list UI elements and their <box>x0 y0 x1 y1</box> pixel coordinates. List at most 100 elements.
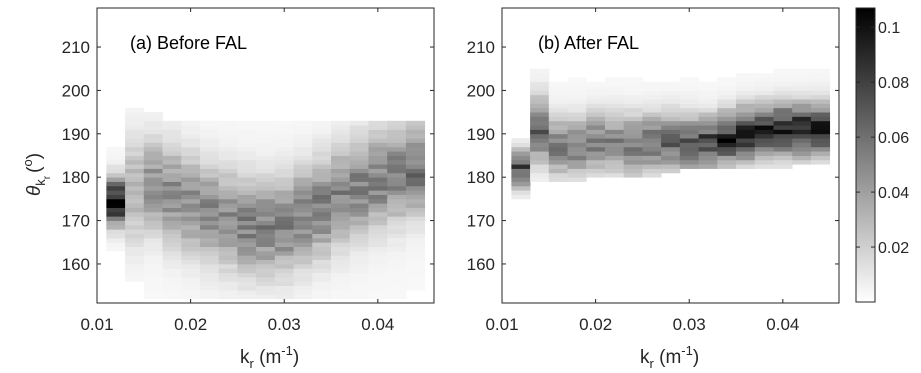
heatmap-cell <box>368 272 388 278</box>
heatmap-cell <box>586 107 606 113</box>
heatmap-cell <box>604 120 625 126</box>
heatmap-cell <box>106 164 126 169</box>
heatmap-cell <box>274 190 294 195</box>
heatmap-cell <box>642 103 662 109</box>
heatmap-cell <box>604 116 625 122</box>
heatmap-cell <box>511 181 531 187</box>
heatmap-cell <box>237 151 257 156</box>
heatmap-cell <box>530 129 550 135</box>
heatmap-cell <box>754 151 774 156</box>
heatmap-cell <box>736 151 756 156</box>
heatmap-cell <box>773 133 793 139</box>
heatmap-cell <box>736 142 756 148</box>
heatmap-cell <box>810 103 831 109</box>
heatmap-cell <box>792 81 812 87</box>
heatmap-cell <box>623 116 643 122</box>
heatmap-cell <box>387 268 407 274</box>
heatmap-cell <box>754 133 774 139</box>
heatmap-cell <box>642 107 662 113</box>
heatmap-cell <box>349 155 369 161</box>
heatmap-cell <box>387 294 407 300</box>
heatmap-cell <box>567 90 587 96</box>
heatmap-cell <box>256 285 276 291</box>
heatmap-cell <box>274 133 294 139</box>
heatmap-cell <box>162 237 182 243</box>
heatmap-cell <box>312 185 332 191</box>
heatmap-cell <box>548 151 568 156</box>
heatmap-cell <box>125 133 145 139</box>
heatmap-cell <box>256 172 276 178</box>
heatmap-cell <box>604 151 625 156</box>
heatmap-cell <box>237 268 257 274</box>
heatmap-cell <box>717 103 737 109</box>
heatmap-cell <box>312 233 332 239</box>
heatmap-cell <box>736 129 756 135</box>
heatmap-cell <box>810 77 831 83</box>
heatmap-cell <box>199 185 220 191</box>
heatmap-cell <box>679 164 699 169</box>
heatmap-cell <box>143 155 163 161</box>
heatmap-cell <box>530 112 550 117</box>
heatmap-cell <box>604 125 625 130</box>
heatmap-cell <box>349 185 369 191</box>
heatmap-cell <box>218 133 238 139</box>
heatmap-cell <box>661 164 681 169</box>
heatmap-cell <box>387 155 407 161</box>
heatmap-cell <box>349 233 369 239</box>
heatmap-cell <box>368 246 388 252</box>
heatmap-cell <box>331 177 351 182</box>
heatmap-cells-a <box>106 107 426 300</box>
heatmap-cell <box>773 129 793 135</box>
heatmap-cell <box>237 242 257 248</box>
heatmap-cell <box>274 211 294 217</box>
heatmap-cell <box>368 259 388 265</box>
heatmap-cell <box>199 237 220 243</box>
heatmap-cell <box>199 220 220 226</box>
heatmap-cell <box>810 155 831 161</box>
heatmap-cell <box>293 289 313 295</box>
heatmap-cell <box>237 255 257 261</box>
heatmap-cell <box>567 177 587 182</box>
heatmap-cell <box>387 272 407 278</box>
heatmap-cell <box>548 90 568 96</box>
heatmap-cell <box>331 285 351 291</box>
heatmap-cell <box>331 172 351 178</box>
heatmap-cell <box>387 289 407 295</box>
heatmap-cell <box>661 142 681 148</box>
heatmap-cell <box>181 129 201 135</box>
heatmap-cell <box>623 107 643 113</box>
heatmap-cell <box>368 125 388 130</box>
heatmap-cell <box>256 181 276 187</box>
heatmap-cell <box>642 125 662 130</box>
heatmap-cell <box>679 99 699 104</box>
heatmap-cell <box>312 125 332 130</box>
heatmap-cell <box>162 198 182 204</box>
colorbar-tick-label: 0.02 <box>878 240 909 257</box>
heatmap-cell <box>387 233 407 239</box>
heatmap-cell <box>293 216 313 221</box>
heatmap-cell <box>312 268 332 274</box>
heatmap-cell <box>405 216 426 221</box>
heatmap-cell <box>736 164 756 169</box>
heatmap-cell <box>143 237 163 243</box>
heatmap-cell <box>661 146 681 152</box>
heatmap-cell <box>530 107 550 113</box>
heatmap-cell <box>331 272 351 278</box>
heatmap-cell <box>331 151 351 156</box>
heatmap-cell <box>368 211 388 217</box>
heatmap-cell <box>331 294 351 300</box>
heatmap-cell <box>754 86 774 91</box>
heatmap-cell <box>293 263 313 269</box>
heatmap-cell <box>349 281 369 287</box>
heatmap-cell <box>405 259 426 265</box>
heatmap-cell <box>274 185 294 191</box>
heatmap-cell <box>162 125 182 130</box>
heatmap-cell <box>387 151 407 156</box>
heatmap-cell <box>387 229 407 234</box>
heatmap-cell <box>349 259 369 265</box>
heatmap-cell <box>125 237 145 243</box>
heatmap-cell <box>349 272 369 278</box>
heatmap-cell <box>623 164 643 169</box>
heatmap-cell <box>331 289 351 295</box>
heatmap-cell <box>274 281 294 287</box>
